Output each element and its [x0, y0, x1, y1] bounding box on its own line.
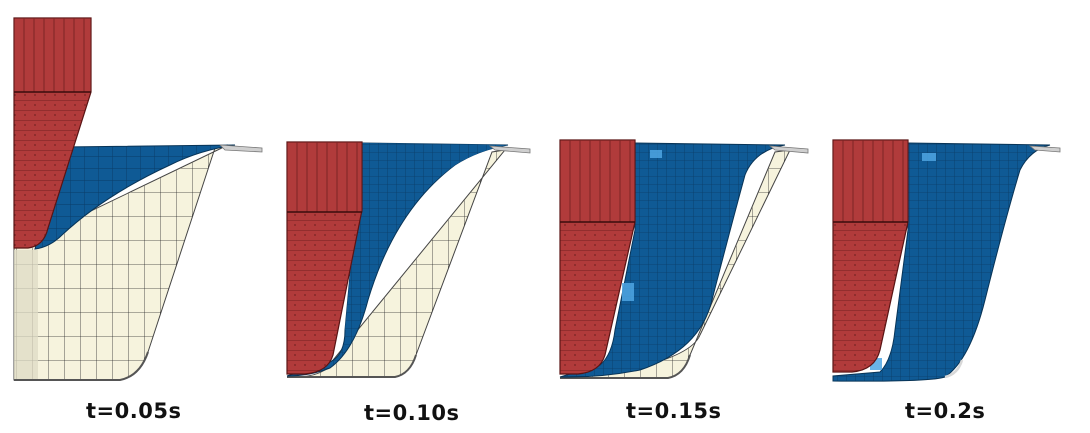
panel-4-label: t=0.2s [905, 399, 985, 423]
panel-2 [286, 141, 531, 378]
panel-2-label: t=0.10s [364, 401, 459, 425]
panel-3 [559, 139, 809, 379]
panel-4 [832, 139, 1061, 382]
panel-1-label: t=0.05s [86, 399, 181, 423]
die-side-shadow [14, 250, 38, 380]
sheet-blank [832, 142, 1051, 382]
sheet-highlight [622, 283, 634, 301]
panel-3-label: t=0.15s [626, 399, 721, 423]
sheet-highlight [650, 150, 662, 158]
sheet-blank [34, 144, 236, 250]
sheet-highlight [922, 153, 936, 161]
sheet-blank [559, 142, 786, 378]
panel-1 [13, 17, 263, 381]
